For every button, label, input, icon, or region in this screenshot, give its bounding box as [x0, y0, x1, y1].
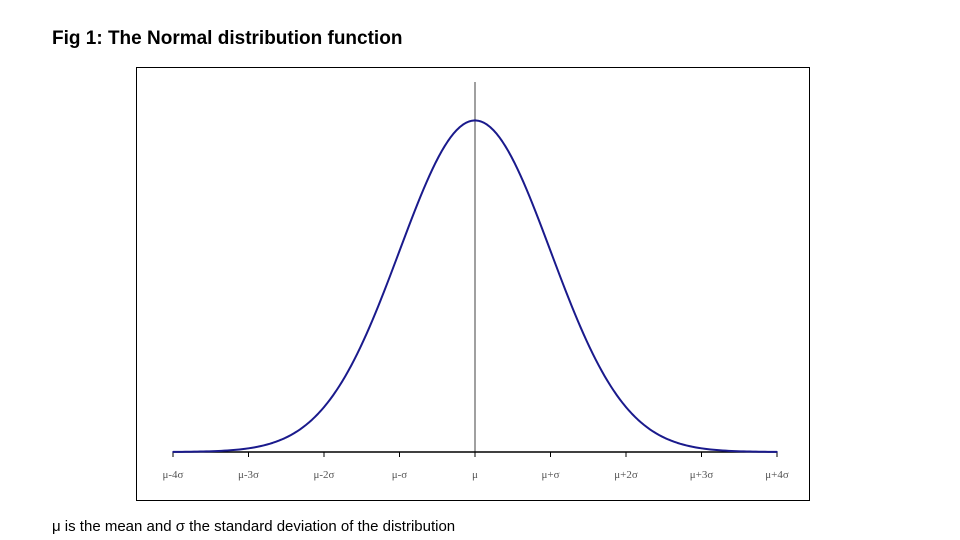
figure-title: Fig 1: The Normal distribution function [52, 28, 403, 49]
x-tick-label: μ+2σ [614, 469, 638, 481]
figure-caption: μ is the mean and σ the standard deviati… [52, 518, 456, 535]
curve-data-point [738, 450, 741, 453]
curve-data-point [172, 451, 174, 453]
curve-data-point [247, 447, 250, 450]
curve-data-point [587, 343, 590, 346]
x-tick-label: μ-4σ [163, 469, 184, 481]
x-tick-label: μ-2σ [314, 469, 335, 481]
curve-data-point [323, 406, 325, 408]
curve-data-point [360, 343, 363, 346]
curve-data-point [776, 451, 778, 453]
curve-data-point [436, 158, 439, 161]
curve-data-point [549, 250, 552, 252]
x-tick-label: μ [472, 469, 478, 481]
curve-data-point [700, 447, 703, 450]
curve-data-point [209, 450, 212, 453]
x-tick-label: μ+4σ [765, 469, 789, 481]
curve-data-point [474, 119, 476, 122]
chart-frame: μ-4σ μ-3σ μ-2σ μ-σ μ μ+σ μ+2σ μ+3σ μ+4σ [136, 67, 810, 501]
curve-data-point [662, 436, 665, 439]
normal-distribution-chart: μ-4σ μ-3σ μ-2σ μ-σ μ μ+σ μ+2σ μ+3σ μ+4σ [163, 82, 789, 481]
x-tick-label: μ+σ [541, 469, 559, 481]
x-tick-label: μ+3σ [690, 469, 714, 481]
curve-data-point [285, 436, 288, 439]
curve-data-point [511, 158, 514, 161]
x-tick-label: μ-3σ [238, 469, 259, 481]
curve-data-point [625, 406, 627, 408]
curve-data-point [398, 250, 401, 252]
x-tick-label: μ-σ [392, 469, 408, 481]
